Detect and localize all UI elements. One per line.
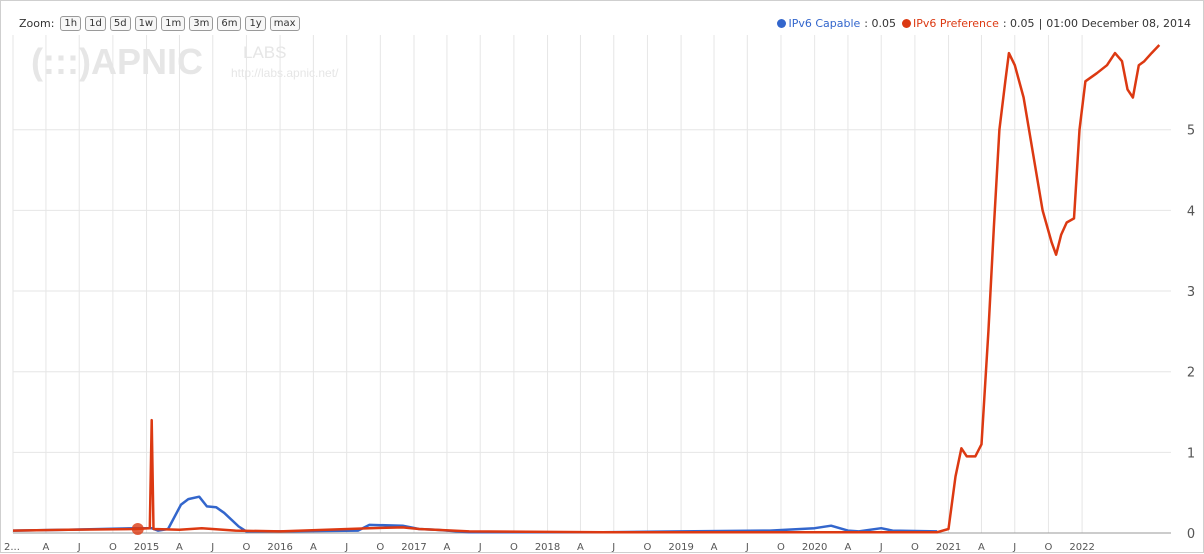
- legend-separator: |: [1038, 16, 1043, 30]
- legend-name-ipv6-capable[interactable]: IPv6 Capable: [788, 16, 861, 30]
- legend-dot-ipv6-preference: [902, 18, 911, 28]
- x-tick-label: O: [911, 542, 919, 553]
- zoom-label: Zoom:: [19, 16, 55, 30]
- x-tick-label: 2018: [535, 542, 560, 553]
- x-tick-label: J: [344, 542, 348, 553]
- x-tick-label: O: [109, 542, 117, 553]
- legend-name-ipv6-preference[interactable]: IPv6 Preference: [913, 16, 999, 30]
- x-tick-label: 2016: [267, 542, 292, 553]
- zoom-button-3m[interactable]: 3m: [189, 15, 214, 31]
- zoom-button-1h[interactable]: 1h: [60, 15, 82, 31]
- x-tick-label: O: [376, 542, 384, 553]
- x-tick-label: A: [176, 542, 183, 553]
- x-tick-label: A: [845, 542, 852, 553]
- y-tick-label: 1: [1187, 446, 1195, 461]
- x-tick-labels: 2... A J O 2015 A J O 2016 A J O 2017 A J O 2018 A J O 2019 A…: [4, 542, 1095, 553]
- y-tick-label: 2: [1187, 366, 1195, 381]
- x-tick-label: J: [745, 542, 749, 553]
- zoom-button-1y[interactable]: 1y: [245, 15, 266, 31]
- y-tick-label: 0: [1187, 527, 1195, 542]
- zoom-button-max[interactable]: max: [269, 15, 300, 31]
- legend-value-ipv6-preference: : 0.05: [1002, 16, 1035, 30]
- x-tick-label: 2015: [134, 542, 159, 553]
- grid-lines: [12, 35, 1171, 534]
- zoom-button-1w[interactable]: 1w: [134, 15, 158, 31]
- x-tick-label: A: [444, 542, 451, 553]
- zoom-button-1d[interactable]: 1d: [85, 15, 106, 31]
- x-tick-label: J: [879, 542, 883, 553]
- x-tick-label: A: [577, 542, 584, 553]
- x-tick-label: J: [478, 542, 482, 553]
- x-tick-label: A: [310, 542, 317, 553]
- y-tick-label: 3: [1187, 285, 1195, 300]
- x-tick-label: O: [242, 542, 250, 553]
- series-line-ipv6-capable: [12, 495, 938, 534]
- x-tick-label: 2020: [802, 542, 827, 553]
- x-tick-label: J: [210, 542, 214, 553]
- y-tick-labels: 0 1 2 3 4 5: [1187, 124, 1195, 542]
- y-tick-label: 5: [1187, 124, 1195, 139]
- legend-value-ipv6-capable: : 0.05: [864, 16, 896, 30]
- series-layer: [12, 44, 1161, 534]
- x-tick-label: O: [777, 542, 785, 553]
- x-tick-label: 2...: [4, 542, 20, 553]
- x-tick-label: O: [1044, 542, 1052, 553]
- hover-marker: [131, 522, 144, 535]
- zoom-bar: Zoom: 1h 1d 5d 1w 1m 3m 6m 1y max: [19, 14, 300, 32]
- x-tick-label: 2021: [936, 542, 961, 553]
- x-tick-label: 2022: [1069, 542, 1094, 553]
- legend-dot-ipv6-capable: [777, 18, 787, 28]
- x-tick-label: 2019: [668, 542, 693, 553]
- x-tick-label: O: [510, 542, 518, 553]
- series-line-ipv6-preference: [12, 44, 1161, 534]
- zoom-button-1m[interactable]: 1m: [161, 15, 186, 31]
- x-tick-label: 2017: [401, 542, 426, 553]
- x-tick-label: A: [978, 542, 985, 553]
- legend: IPv6 Capable : 0.05 IPv6 Preference : 0.…: [777, 14, 1191, 32]
- x-tick-label: O: [643, 542, 651, 553]
- legend-timestamp: 01:00 December 08, 2014: [1046, 16, 1191, 30]
- zoom-button-5d[interactable]: 5d: [109, 15, 131, 31]
- marker-layer: [131, 522, 144, 535]
- x-tick-label: A: [43, 542, 50, 553]
- x-tick-label: A: [711, 542, 718, 553]
- x-tick-label: J: [77, 542, 81, 553]
- x-tick-label: J: [1012, 542, 1016, 553]
- y-tick-label: 4: [1187, 204, 1195, 219]
- zoom-button-6m[interactable]: 6m: [217, 15, 242, 31]
- x-tick-label: J: [611, 542, 615, 553]
